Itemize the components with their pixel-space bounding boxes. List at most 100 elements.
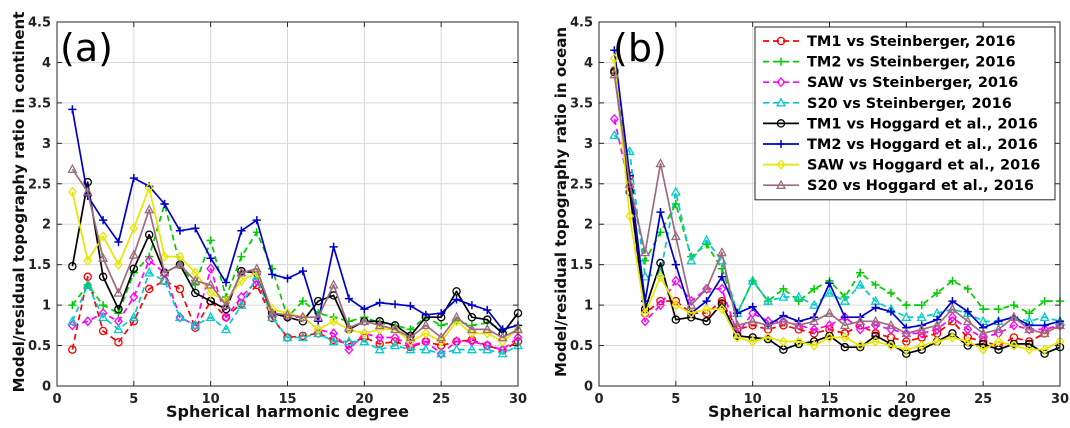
data-point [190,275,201,285]
data-point [717,299,727,308]
data-point [83,316,93,327]
y-tick-label: 2.5 [570,177,593,192]
y-tick-label: 0.5 [28,339,51,354]
data-point [68,105,77,114]
data-point [206,236,215,245]
legend-label: S20 vs Hoggard et al., 2016 [807,178,1034,194]
data-point [451,311,462,321]
data-point [624,145,635,156]
data-point [144,182,154,194]
data-point [144,204,155,214]
legend-item-saw-vs-hoggard-et-al-2016: SAW vs Hoggard et al., 2016 [763,158,1040,174]
data-point [344,294,354,303]
y-tick-label: 4.5 [28,16,51,31]
y-tick-label: 2.5 [28,177,51,192]
data-point [236,299,247,309]
data-point [191,288,200,298]
data-point [174,259,185,269]
data-point [421,328,431,339]
data-point [420,319,431,330]
data-point [298,296,307,306]
data-point [267,307,278,317]
data-point [686,255,697,265]
data-point [236,267,247,277]
legend-marker [776,77,786,88]
data-point [390,323,401,334]
data-point [114,304,123,314]
data-point [343,336,354,346]
data-point [839,319,850,330]
data-point [405,332,416,342]
panel-label-a: (a) [60,26,113,70]
data-point [763,295,774,305]
x-tick-label: 25 [974,392,992,407]
data-point [1008,311,1019,321]
data-point [221,278,231,287]
data-point [641,256,650,265]
data-point [67,315,78,326]
y-tick-label: 2 [42,218,51,233]
data-point [686,308,696,319]
x-tick-label: 20 [355,392,373,407]
data-point [283,274,292,283]
data-point [640,247,651,257]
data-point [732,332,742,343]
legend-item-tm1-vs-hoggard-et-al-2016: TM1 vs Hoggard et al., 2016 [763,116,1038,132]
data-point [916,323,927,334]
data-point [871,336,881,347]
data-point [99,301,108,310]
data-point [221,323,232,334]
data-point [128,311,139,321]
data-point [375,339,384,349]
panel-b: 0 5 10 15 20 25 30 0 0.5 1 1.5 2 2.5 3 3.5 4 4.5 Spherica… [552,16,1069,422]
data-point [793,291,804,301]
data-point [436,348,447,358]
y-tick-label: 0 [584,380,593,395]
data-point [763,319,774,330]
y-tick-label: 2 [584,218,593,233]
legend-marker [776,36,786,46]
data-point [113,287,124,297]
data-point [129,174,138,183]
data-point [824,287,835,297]
data-point [175,226,185,235]
data-point [406,301,415,311]
data-point [763,332,773,343]
y-tick-label: 1 [42,299,51,314]
legend-label: TM1 vs Hoggard et al., 2016 [807,116,1038,132]
data-point [1039,311,1050,321]
series-saw-vs-hoggard-et-al-2016 [609,53,1065,355]
data-point [717,272,727,281]
data-point [917,340,927,351]
series-line [71,203,519,331]
x-tick-label: 10 [202,392,220,407]
y-tick-label: 3 [584,137,593,152]
data-point [871,331,880,341]
legend-label: TM1 vs Steinberger, 2016 [807,34,1016,50]
data-point [375,298,384,307]
data-point [467,301,476,310]
data-point [670,186,681,196]
data-point [932,288,942,298]
data-point [144,255,154,266]
data-point [159,267,170,277]
data-point [390,340,401,350]
legend-item-s20-vs-steinberger-2016: S20 vs Steinberger, 2016 [763,96,1012,112]
legend-label: TM2 vs Hoggard et al., 2016 [807,137,1038,153]
x-tick-label: 5 [129,392,138,407]
data-point [313,327,324,338]
data-point [670,230,681,241]
data-point [809,299,820,309]
data-point [129,223,139,234]
data-point [405,344,416,354]
data-point [901,344,911,355]
data-point [237,252,246,261]
data-point [328,279,339,289]
data-point [406,342,415,352]
x-tick-label: 5 [671,392,680,407]
data-point [979,305,988,314]
data-point [686,299,697,309]
data-point [1024,323,1035,334]
data-point [252,216,261,225]
data-point [144,267,155,277]
